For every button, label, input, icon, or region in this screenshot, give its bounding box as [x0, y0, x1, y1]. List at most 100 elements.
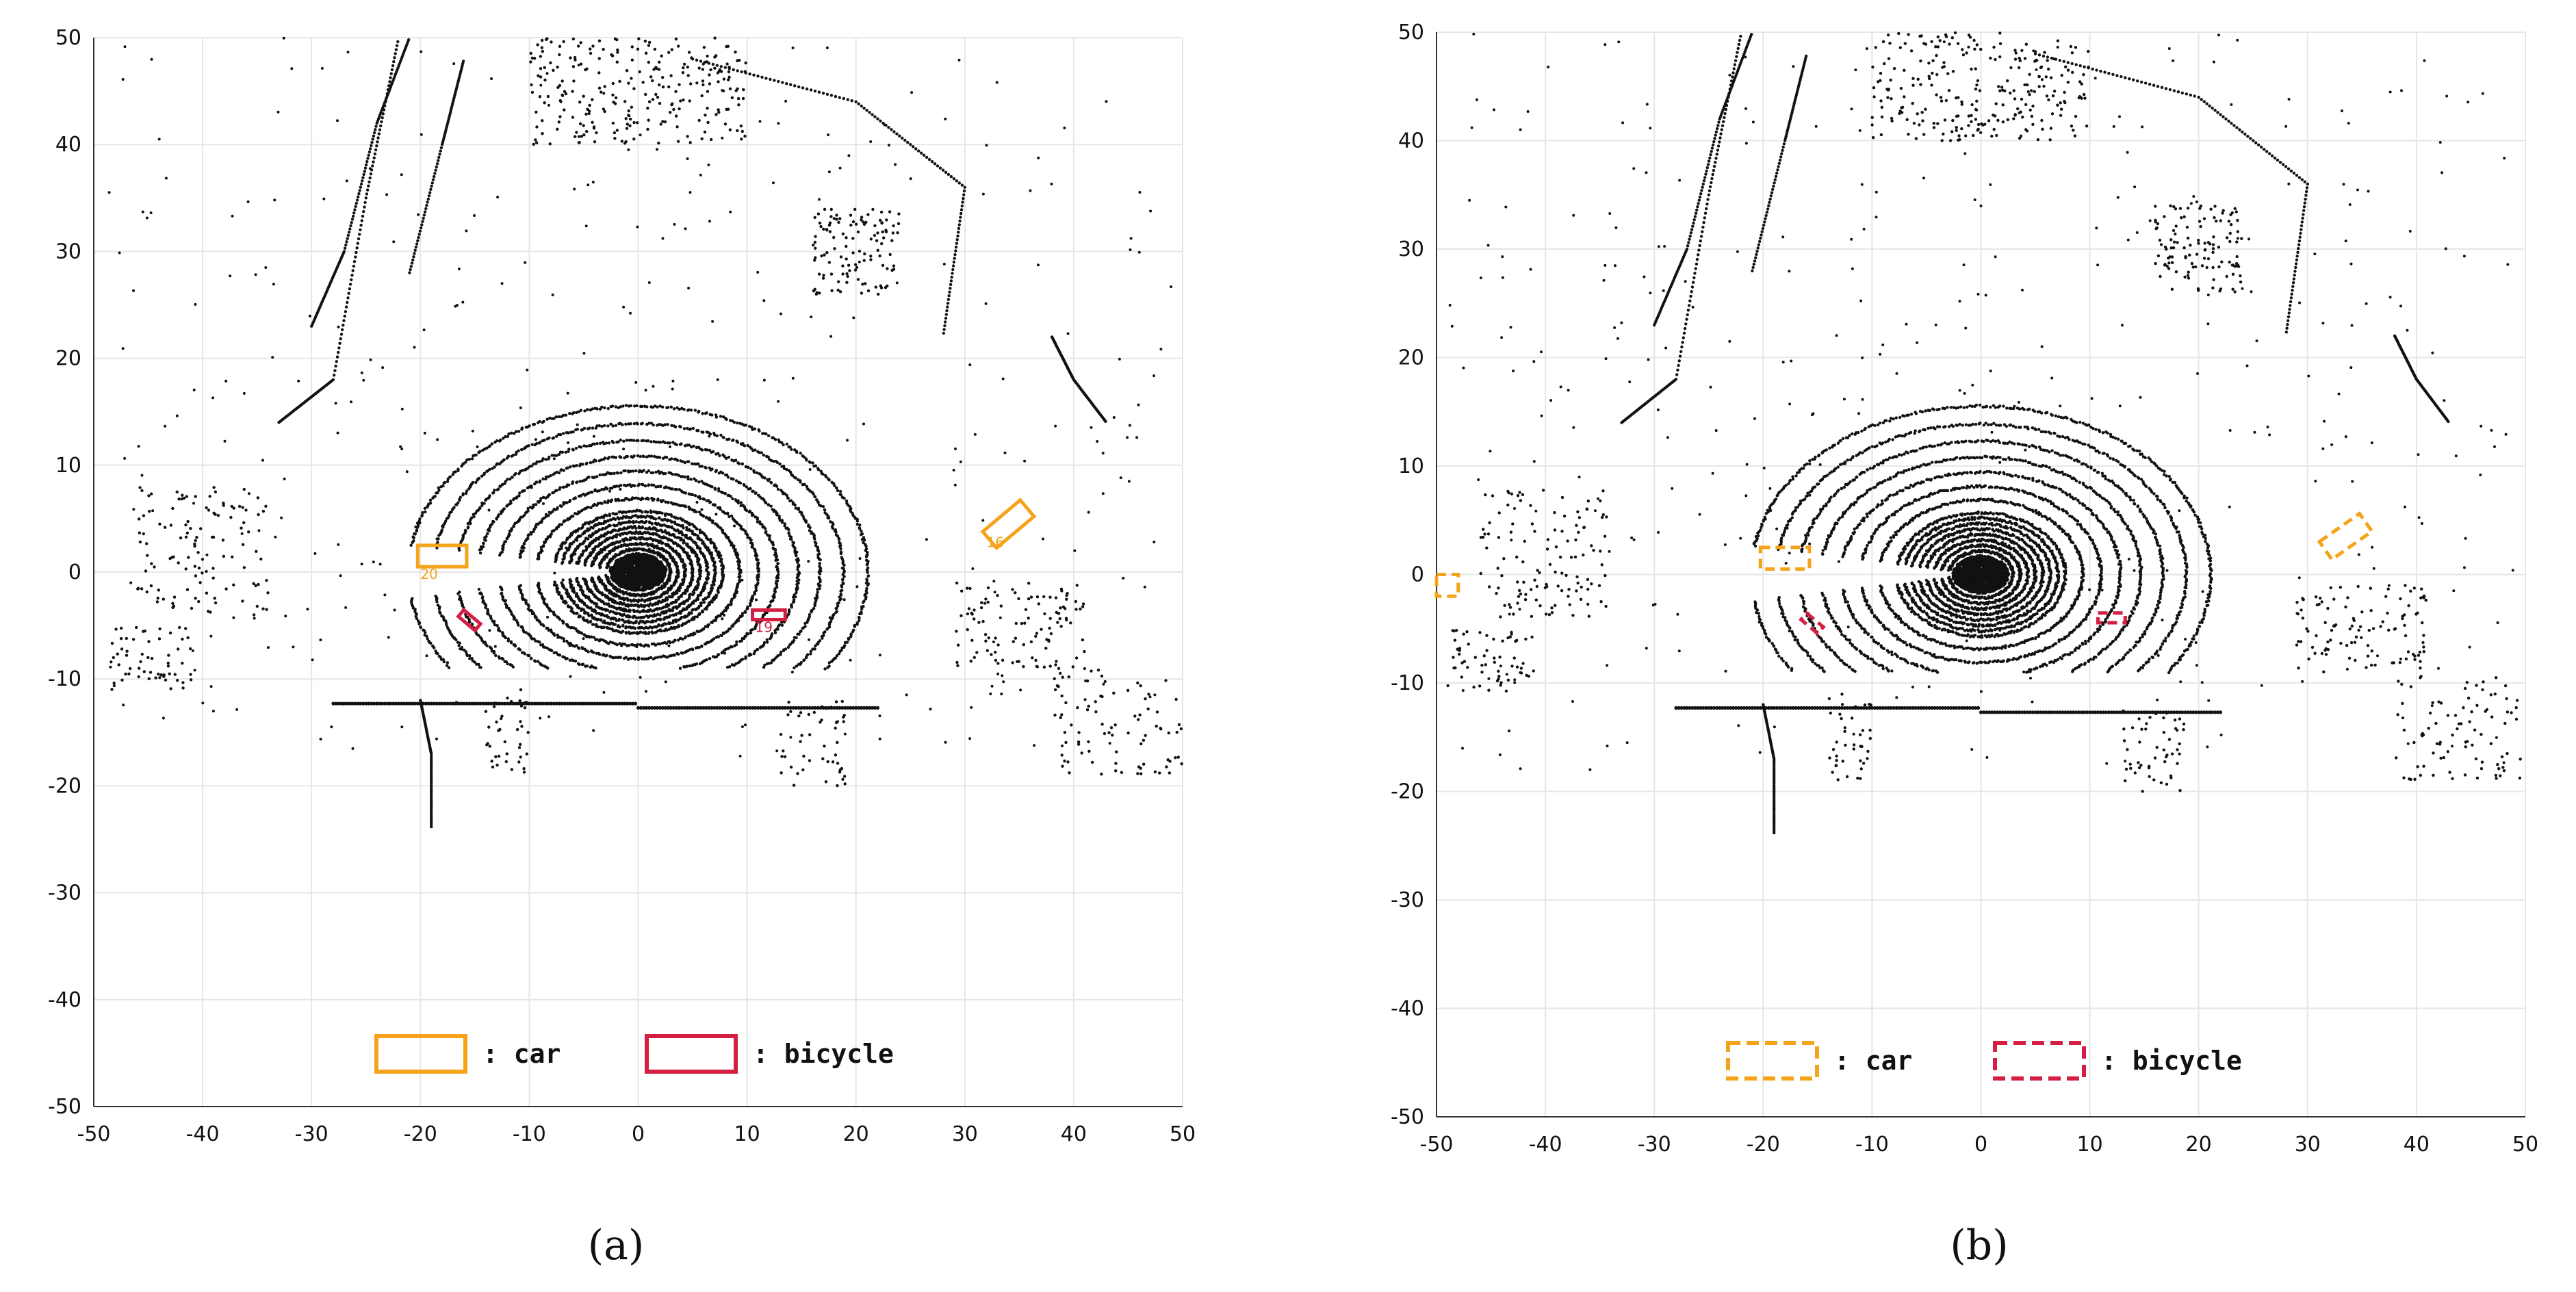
- lidar-point: [823, 508, 827, 512]
- lidar-point: [578, 662, 581, 667]
- lidar-point: [627, 619, 630, 623]
- lidar-point: [641, 454, 645, 458]
- lidar-point: [437, 486, 440, 489]
- lidar-point: [777, 623, 782, 627]
- lidar-point: [775, 579, 778, 583]
- lidar-point: [818, 565, 821, 568]
- lidar-point: [576, 562, 580, 565]
- lidar-point: [551, 491, 554, 495]
- lidar-point: [466, 526, 469, 530]
- lidar-point: [485, 644, 489, 647]
- lidar-point: [574, 512, 577, 515]
- lidar-point: [592, 651, 595, 654]
- lidar-point: [682, 541, 685, 545]
- lidar-point: [433, 646, 436, 649]
- lidar-point: [811, 461, 814, 465]
- lidar-point: [518, 556, 521, 559]
- lidar-point: [617, 529, 620, 532]
- lidar-point: [498, 554, 502, 557]
- lidar-point: [773, 593, 776, 596]
- lidar-point: [423, 506, 427, 510]
- lidar-point: [674, 578, 678, 582]
- lidar-point: [622, 439, 626, 443]
- x-tick-label: -10: [513, 1122, 546, 1146]
- lidar-point: [589, 620, 592, 624]
- lidar-point: [661, 456, 665, 460]
- lidar-point: [815, 593, 819, 597]
- lidar-point: [439, 612, 442, 615]
- lidar-point: [581, 532, 584, 536]
- lidar-point: [578, 606, 581, 610]
- lidar-point: [419, 625, 422, 630]
- lidar-point: [506, 639, 510, 643]
- lidar-point: [764, 454, 769, 458]
- lidar-point: [797, 506, 801, 510]
- lidar-point: [671, 441, 675, 444]
- lidar-point: [797, 563, 801, 567]
- lidar-point: [790, 603, 793, 606]
- lidar-point: [735, 640, 738, 644]
- lidar-point: [663, 529, 667, 532]
- lidar-point: [621, 630, 625, 633]
- lidar-point: [415, 530, 418, 533]
- lidar-point: [823, 630, 827, 634]
- lidar-point: [446, 661, 450, 664]
- lidar-point: [787, 608, 791, 612]
- lidar-point: [574, 446, 578, 450]
- lidar-point: [478, 552, 482, 555]
- lidar-point: [466, 521, 470, 526]
- lidar-point: [780, 489, 783, 492]
- lidar-point: [510, 431, 513, 435]
- lidar-point: [630, 599, 633, 603]
- lidar-point: [517, 471, 521, 476]
- lidar-point: [558, 487, 561, 491]
- lidar-point: [740, 612, 745, 615]
- lidar-point: [446, 477, 450, 480]
- lidar-point: [552, 634, 556, 637]
- lidar-point: [437, 607, 441, 610]
- lidar-point: [756, 647, 760, 651]
- lidar-point: [726, 493, 730, 498]
- lidar-point: [751, 489, 754, 493]
- point-cloud: [107, 36, 1183, 829]
- lidar-point: [721, 510, 725, 513]
- lidar-point: [506, 662, 509, 666]
- lidar-point: [711, 503, 715, 506]
- lidar-point: [572, 591, 576, 594]
- lidar-point: [495, 463, 498, 467]
- lidar-point: [756, 567, 760, 570]
- lidar-point: [839, 550, 843, 554]
- lidar-point: [842, 569, 846, 573]
- lidar-point: [803, 625, 807, 628]
- lidar-point: [843, 644, 847, 647]
- lidar-point: [829, 520, 832, 524]
- lidar-point: [591, 426, 595, 430]
- lidar-point: [467, 487, 471, 491]
- lidar-point: [505, 456, 509, 460]
- lidar-point: [673, 654, 676, 657]
- lidar-point: [618, 455, 621, 458]
- lidar-point: [641, 598, 644, 602]
- lidar-point: [587, 614, 591, 617]
- lidar-point: [860, 610, 863, 614]
- lidar-point: [608, 552, 612, 555]
- lidar-point: [424, 510, 427, 514]
- lidar-point: [683, 563, 686, 567]
- lidar-point: [656, 424, 659, 427]
- lidar-point: [581, 550, 585, 553]
- lidar-point: [776, 562, 780, 565]
- lidar-point: [728, 627, 732, 630]
- lidar-point: [756, 581, 760, 584]
- lidar-point: [619, 534, 622, 537]
- lidar-point: [835, 610, 839, 613]
- x-tick-label: -20: [404, 1122, 437, 1146]
- lidar-point: [839, 489, 842, 493]
- lidar-point: [705, 658, 708, 662]
- lidar-point: [622, 526, 626, 530]
- lidar-point: [491, 491, 495, 495]
- lidar-point: [639, 630, 643, 634]
- lidar-point: [764, 530, 768, 534]
- lidar-point: [757, 561, 760, 565]
- lidar-point: [673, 457, 676, 461]
- lidar-point: [669, 641, 672, 645]
